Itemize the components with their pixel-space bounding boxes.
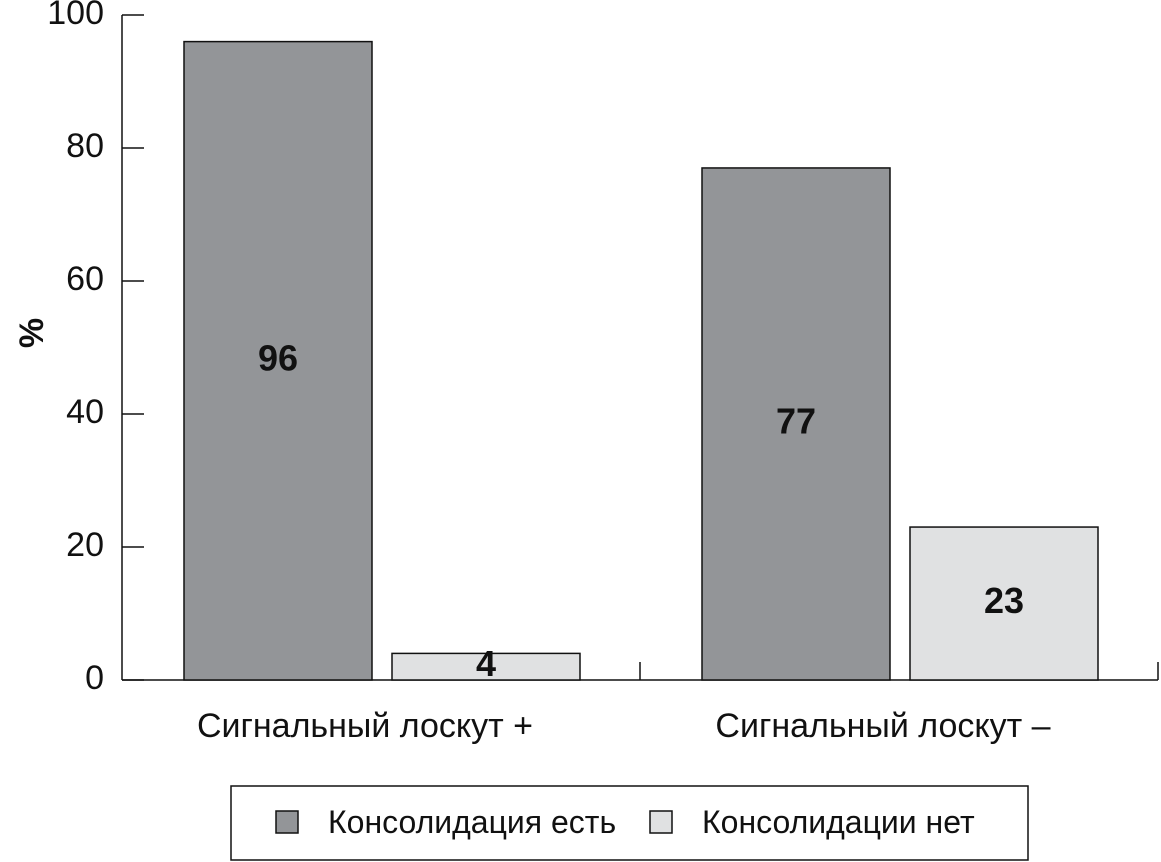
legend-label-1: Консолидации нет [702, 804, 975, 840]
bar-1-0 [701, 167, 891, 681]
bar-value-label: 96 [258, 337, 298, 378]
y-ticks: 0 20 40 60 80 100 [47, 0, 144, 697]
bar-0-1 [391, 652, 581, 681]
y-tick-label: 80 [66, 127, 104, 165]
y-axis-label: % [13, 318, 51, 348]
x-category-label: Сигнальный лоскут + [197, 707, 533, 745]
legend-swatch-0 [275, 810, 299, 834]
legend-swatch-1 [649, 810, 673, 834]
bar-value-label: 77 [776, 400, 816, 441]
bars [183, 40, 1099, 681]
bar-1-1 [909, 526, 1099, 681]
legend: Консолидация есть Консолидации нет [230, 785, 1029, 861]
y-tick-label: 20 [66, 526, 104, 564]
bar-0-0 [183, 40, 373, 681]
y-tick-label: 100 [47, 0, 104, 32]
bar-value-label: 23 [984, 580, 1024, 621]
bar-data-labels: 96 4 77 23 [258, 337, 1024, 684]
legend-label-0: Консолидация есть [328, 804, 616, 840]
y-tick-label: 40 [66, 393, 104, 431]
legend-frame [230, 785, 1029, 861]
bar-value-label: 4 [476, 643, 496, 684]
y-tick-label: 0 [85, 659, 104, 697]
y-tick-label: 60 [66, 260, 104, 298]
category-labels: Сигнальный лоскут + Сигнальный лоскут – [197, 707, 1051, 745]
x-category-label: Сигнальный лоскут – [715, 707, 1050, 745]
